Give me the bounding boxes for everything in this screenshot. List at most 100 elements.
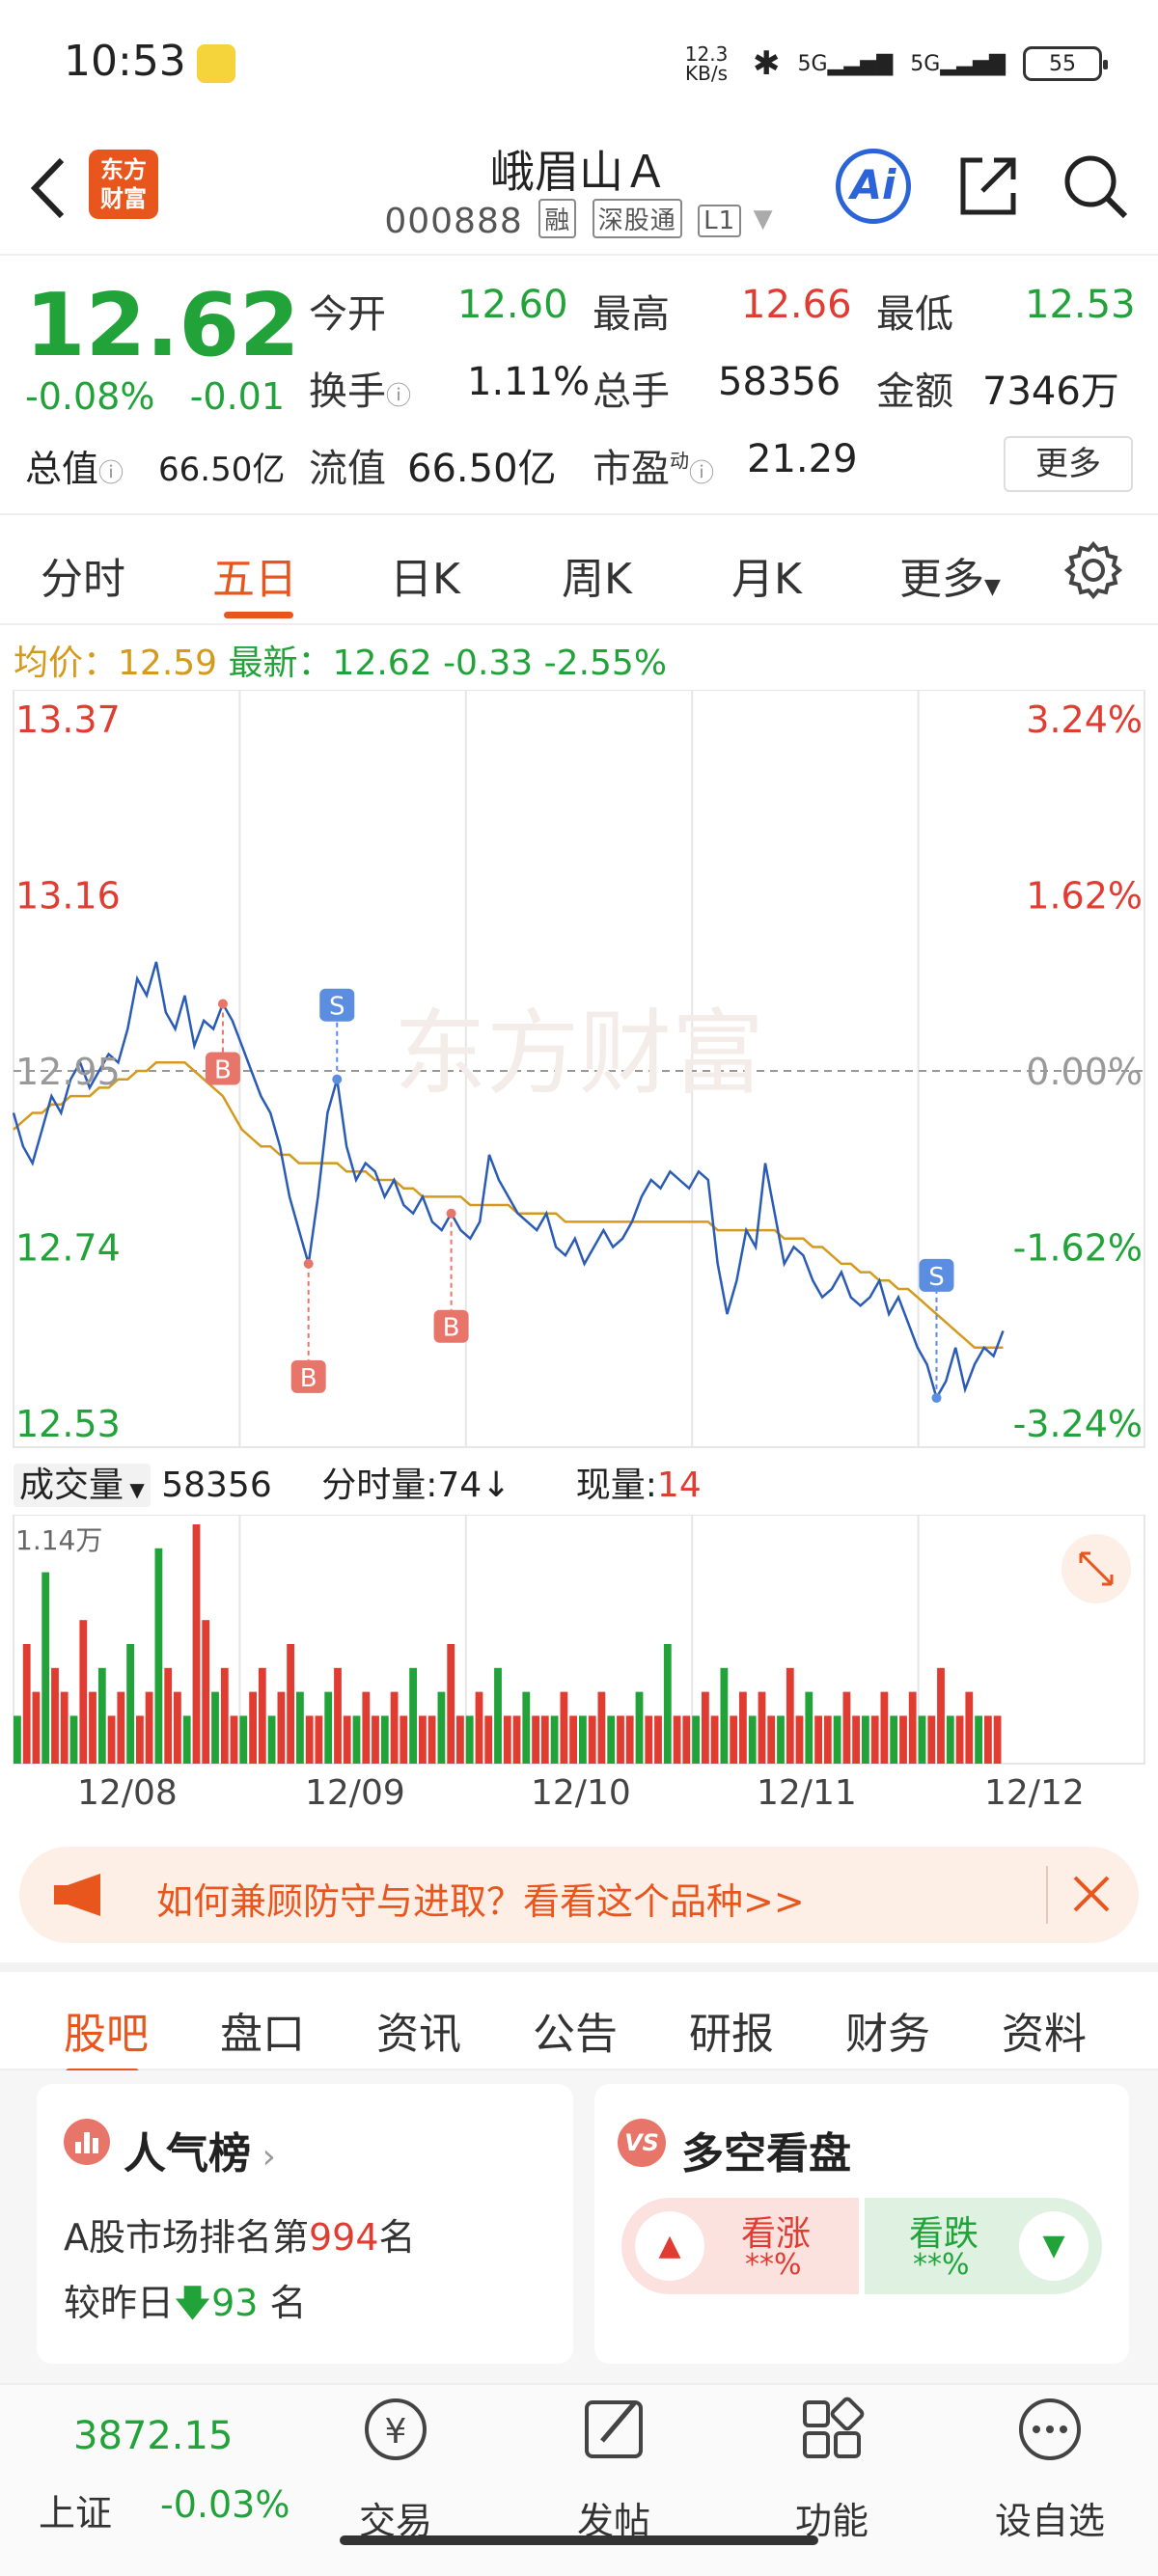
volume-bar xyxy=(230,1715,238,1764)
float-value: 66.50亿 xyxy=(407,447,557,491)
volume-max-tick: 1.14万 xyxy=(15,1524,102,1556)
volume-bar xyxy=(965,1691,974,1764)
nav-add-watchlist[interactable]: 设自选 xyxy=(973,2385,1127,2542)
tab-financials[interactable]: 财务 xyxy=(845,2010,930,2059)
down-arrow-icon: ↓ xyxy=(482,1466,511,1505)
y-tick-left: 13.37 xyxy=(15,699,121,741)
price-line xyxy=(12,961,1005,1402)
volume-bar xyxy=(211,1691,219,1764)
info-tabs: 股吧 盘口 资讯 公告 研报 财务 资料 xyxy=(0,1962,1158,2075)
info-icon[interactable]: ⓘ xyxy=(98,459,124,488)
volume-value: 58356 xyxy=(718,360,841,404)
date-tick: 12/08 xyxy=(77,1773,178,1813)
tag-level: L1 xyxy=(698,205,742,237)
volume-chart: 1.14万 xyxy=(13,1515,1145,1765)
nav-post[interactable]: 发帖 xyxy=(537,2385,691,2542)
volume-bar xyxy=(607,1715,616,1764)
mktcap-label: 总值ⓘ xyxy=(25,448,124,490)
amount-value: 7346万 xyxy=(982,370,1119,414)
volume-bar xyxy=(597,1691,606,1764)
expand-icon xyxy=(1079,1551,1114,1586)
date-tick: 12/11 xyxy=(757,1773,857,1813)
tab-announcements[interactable]: 公告 xyxy=(533,2010,618,2059)
tab-research[interactable]: 研报 xyxy=(689,2010,774,2059)
ai-button[interactable]: Ai xyxy=(836,149,911,224)
volume-bar xyxy=(993,1715,1002,1764)
stock-code-row[interactable]: 000888 融 深股通 L1 ▼ xyxy=(0,199,1158,241)
tab-orderbook[interactable]: 盘口 xyxy=(220,2010,305,2059)
volume-bar xyxy=(277,1691,286,1764)
info-icon[interactable]: ⓘ xyxy=(689,459,715,488)
volume-bar xyxy=(390,1691,399,1764)
volume-bar xyxy=(880,1691,889,1764)
y-tick-left: 12.74 xyxy=(15,1227,121,1270)
more-button[interactable]: 更多 xyxy=(1004,436,1133,492)
tab-profile[interactable]: 资料 xyxy=(1002,2010,1087,2059)
volume-bar xyxy=(635,1691,644,1764)
bear-button[interactable]: 看跌 **% ▼ xyxy=(865,2198,1102,2294)
volume-bar xyxy=(60,1691,69,1764)
tab-monthly-k[interactable]: 月K xyxy=(731,555,802,604)
y-tick-left: 12.53 xyxy=(15,1403,121,1445)
volume-bar xyxy=(475,1691,483,1764)
volume-bar xyxy=(702,1691,709,1764)
clock: 10:53 xyxy=(64,37,186,86)
volume-bar xyxy=(682,1715,691,1764)
volume-bar xyxy=(136,1715,144,1764)
volume-bar xyxy=(174,1691,181,1764)
volume-bar xyxy=(579,1715,587,1764)
volume-bar xyxy=(296,1691,304,1764)
volume-bar xyxy=(899,1715,907,1764)
tab-more[interactable]: 更多▼ xyxy=(899,555,1001,604)
volume-bar xyxy=(249,1691,257,1764)
volume-bar xyxy=(654,1715,662,1764)
volume-bar xyxy=(164,1667,173,1764)
tab-daily-k[interactable]: 日K xyxy=(390,555,460,604)
volume-bar xyxy=(946,1715,954,1764)
five-day-price-chart[interactable]: 东方财富 13.37 3.24% 13.16 1.62% 12.95 0.00% 12.74… xyxy=(0,690,1158,1452)
tab-weekly-k[interactable]: 周K xyxy=(562,555,632,604)
dropdown-icon[interactable]: ▼ xyxy=(753,205,774,233)
edit-icon xyxy=(585,2400,643,2458)
y-tick-right: -1.62% xyxy=(1013,1227,1143,1270)
current-price: 12.62 xyxy=(25,275,300,376)
header: 东方 财富 峨眉山Ａ 000888 融 深股通 L1 ▼ Ai xyxy=(0,125,1158,256)
volume-bar xyxy=(239,1715,248,1764)
bluetooth-icon: ✱ xyxy=(753,44,781,83)
tab-forum[interactable]: 股吧 xyxy=(64,2010,149,2059)
back-icon[interactable] xyxy=(23,154,71,222)
volume-bar xyxy=(69,1715,78,1764)
open-label: 今开 xyxy=(309,292,386,337)
volume-bar xyxy=(625,1715,634,1764)
home-indicator[interactable] xyxy=(340,2535,818,2545)
chart-tabs: 分时 五日 日K 周K 月K 更多▼ xyxy=(0,513,1158,625)
nav-trade[interactable]: ¥ 交易 xyxy=(318,2385,473,2542)
low-value: 12.53 xyxy=(1025,283,1136,327)
search-icon[interactable] xyxy=(1062,152,1131,226)
ad-banner[interactable]: 如何兼顾防守与进取？看看这个品种>> xyxy=(19,1847,1139,1943)
volume-bar xyxy=(569,1715,577,1764)
tab-intraday[interactable]: 分时 xyxy=(41,555,125,604)
tab-five-day[interactable]: 五日 xyxy=(212,555,297,604)
nav-functions[interactable]: 功能 xyxy=(755,2385,909,2542)
sentiment-card[interactable]: VS 多空看盘 ▲ 看涨 **% 看跌 **% ▼ xyxy=(594,2084,1129,2364)
tab-news[interactable]: 资讯 xyxy=(376,2010,461,2059)
y-tick-left: 12.95 xyxy=(15,1051,121,1093)
volume-selector[interactable]: 成交量 ▼ xyxy=(14,1464,151,1507)
buy-marker: B xyxy=(290,1258,326,1393)
share-icon[interactable] xyxy=(953,152,1021,224)
date-tick: 12/10 xyxy=(531,1773,631,1813)
volume-bar xyxy=(814,1715,822,1764)
y-tick-right: 1.62% xyxy=(1026,875,1143,918)
volume-label: 总手 xyxy=(593,370,670,414)
megaphone-icon xyxy=(52,1872,110,1922)
volume-bar xyxy=(927,1715,936,1764)
rank-text: A股市场排名第994名 xyxy=(64,2216,416,2259)
grid-icon xyxy=(803,2397,865,2458)
close-icon[interactable] xyxy=(1067,1870,1116,1922)
notification-app-icon xyxy=(197,44,235,83)
settings-icon[interactable] xyxy=(1063,540,1123,604)
info-icon[interactable]: ⓘ xyxy=(386,382,412,411)
bull-button[interactable]: ▲ 看涨 **% xyxy=(621,2198,859,2294)
popularity-card[interactable]: 人气榜 › A股市场排名第994名 较昨日🡇93 名 xyxy=(37,2084,573,2364)
